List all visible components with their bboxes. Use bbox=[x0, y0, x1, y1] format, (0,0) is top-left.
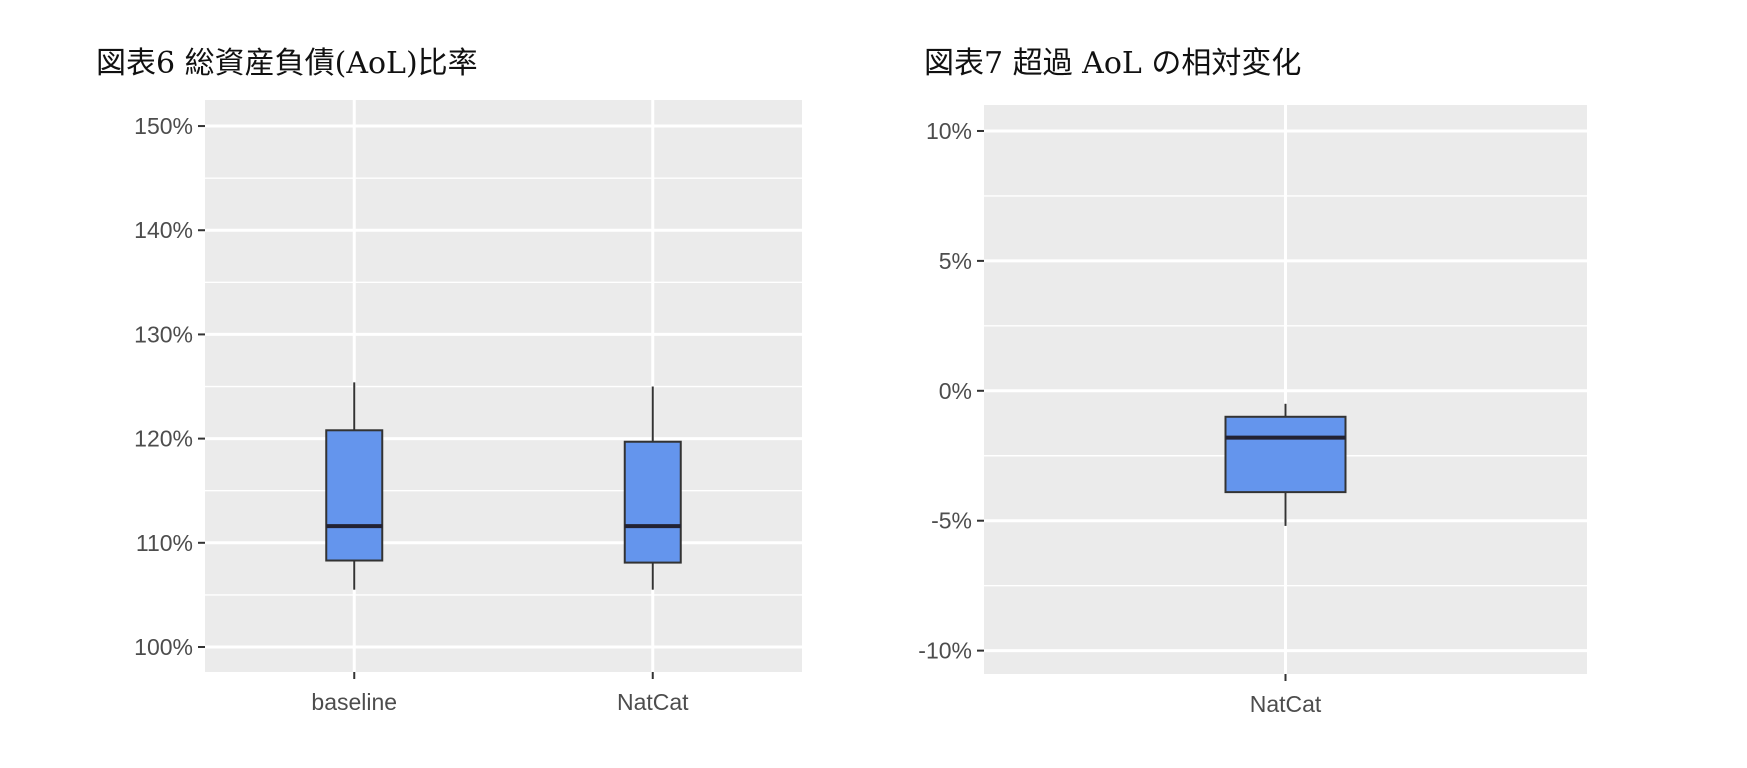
x-tick-label: NatCat bbox=[1250, 691, 1322, 717]
iqr-box bbox=[325, 429, 384, 562]
y-tick-label: 10% bbox=[926, 118, 972, 144]
y-tick-label: 150% bbox=[134, 113, 193, 139]
chart-1-aol-ratio: 100% 110% 120% 130% 140% 150% baseline NatCat bbox=[134, 100, 802, 715]
box-natcat bbox=[1224, 403, 1347, 526]
iqr-box bbox=[1224, 415, 1347, 494]
x-tick-label: baseline bbox=[311, 689, 397, 715]
y-tick-label: 100% bbox=[134, 634, 193, 660]
y-tick-label: 0% bbox=[939, 378, 972, 404]
box-baseline bbox=[325, 382, 384, 590]
chart-1-title: 図表6 総資産負債(AoL)比率 bbox=[96, 46, 478, 81]
y-tick-label: 130% bbox=[134, 321, 193, 347]
y-tick-label: 120% bbox=[134, 426, 193, 452]
y-tick-label: 5% bbox=[939, 248, 972, 274]
chart-2-title: 図表7 超過 AoL の相対変化 bbox=[924, 46, 1302, 81]
x-tick-label: NatCat bbox=[617, 689, 689, 715]
iqr-box bbox=[623, 440, 682, 564]
y-tick-label: -5% bbox=[931, 508, 972, 534]
y-tick-label: 140% bbox=[134, 217, 193, 243]
box-natcat bbox=[623, 386, 682, 590]
y-tick-label: -10% bbox=[918, 638, 972, 664]
y-tick-label: 110% bbox=[136, 530, 193, 556]
chart-2-excess-aol-change: -10% -5% 0% 5% 10% NatCat bbox=[918, 105, 1587, 717]
